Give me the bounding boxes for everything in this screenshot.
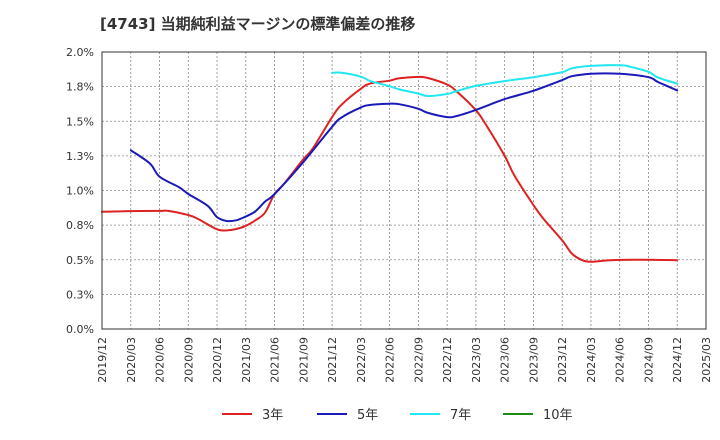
x-tick-label: 2022/09 <box>412 337 425 383</box>
x-tick-label: 2020/12 <box>211 337 224 383</box>
chart-title: [4743] 当期純利益マージンの標準偏差の推移 <box>100 15 416 33</box>
legend-item: 10年 <box>503 408 573 423</box>
legend-label: 10年 <box>543 408 573 423</box>
legend-item: 7年 <box>410 408 471 423</box>
y-tick-label: 0.5% <box>66 254 94 267</box>
x-tick-label: 2023/06 <box>499 337 512 383</box>
legend-item: 5年 <box>317 408 378 423</box>
x-tick-label: 2021/12 <box>326 337 339 383</box>
plot-frame <box>101 51 707 330</box>
x-tick-label: 2020/09 <box>182 337 195 383</box>
x-tick-label: 2021/03 <box>240 337 253 383</box>
x-tick-label: 2022/06 <box>384 337 397 383</box>
x-tick-label: 2024/12 <box>671 337 684 383</box>
x-axis: 2019/12 2020/03 2020/06 2020/09 2020/12 2021/… <box>96 337 713 383</box>
x-tick-label: 2019/12 <box>96 337 109 383</box>
x-tick-label: 2024/09 <box>642 337 655 383</box>
x-tick-label: 2022/03 <box>355 337 368 383</box>
x-tick-label: 2023/03 <box>470 337 483 383</box>
x-tick-label: 2024/06 <box>614 337 627 383</box>
x-tick-label: 2020/03 <box>125 337 138 383</box>
series-line-2 <box>129 72 679 223</box>
y-tick-label: 2.0% <box>66 46 94 59</box>
series-layer <box>101 64 679 263</box>
y-axis: 0.0% 0.3% 0.5% 0.8% 1.0% 1.3% 1.5% 1.8% 2.0% <box>66 46 94 336</box>
y-tick-label: 0.3% <box>66 288 94 301</box>
legend-label: 3年 <box>262 408 283 423</box>
y-tick-label: 0.0% <box>66 323 94 336</box>
y-tick-label: 1.5% <box>66 115 94 128</box>
legend-label: 5年 <box>357 408 378 423</box>
x-tick-label: 2025/03 <box>700 337 713 383</box>
x-tick-label: 2023/12 <box>556 337 569 383</box>
y-tick-label: 1.0% <box>66 185 94 198</box>
grid-layer <box>102 52 706 329</box>
series-line-3 <box>331 64 679 98</box>
legend-item: 3年 <box>222 408 283 423</box>
x-tick-label: 2021/09 <box>297 337 310 383</box>
legend: 3年 5年 7年 10年 <box>222 408 573 423</box>
series-line-1 <box>101 75 679 263</box>
y-tick-label: 1.8% <box>66 81 94 94</box>
legend-label: 7年 <box>450 408 471 423</box>
y-tick-label: 0.8% <box>66 219 94 232</box>
x-tick-label: 2021/06 <box>269 337 282 383</box>
x-tick-label: 2024/03 <box>585 337 598 383</box>
y-tick-label: 1.3% <box>66 150 94 163</box>
x-tick-label: 2022/12 <box>441 337 454 383</box>
x-tick-label: 2023/09 <box>527 337 540 383</box>
x-tick-label: 2020/06 <box>154 337 167 383</box>
